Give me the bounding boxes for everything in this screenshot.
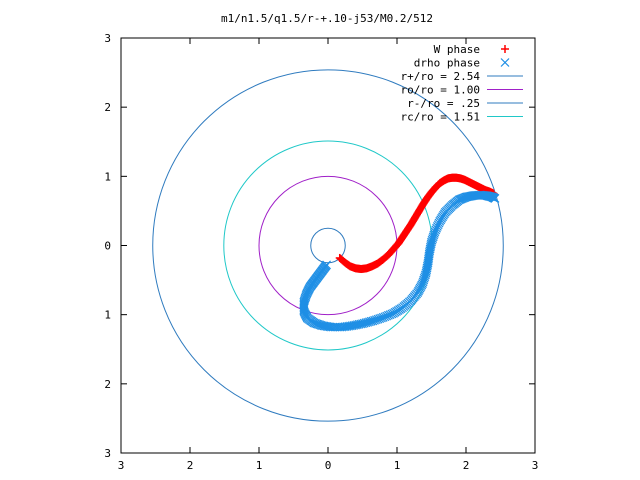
y-tick-label: 2 [104, 378, 111, 391]
drho-phase-point [422, 265, 432, 275]
x-tick-label: 0 [325, 459, 332, 472]
drho-phase-point [354, 319, 364, 329]
drho-phase-point [426, 242, 435, 252]
drho-phase-point [426, 239, 436, 249]
y-tick-label: 3 [104, 32, 111, 45]
drho-phase-point [421, 267, 431, 276]
drho-phase-point [425, 247, 434, 257]
drho-phase-point [425, 244, 435, 254]
legend-marker-b [500, 58, 510, 67]
drho-phase-point [421, 268, 431, 278]
legend-label: ro/ro = 1.00 [401, 84, 480, 97]
drho-phase-point [356, 319, 366, 329]
x-tick-label: 1 [394, 459, 401, 472]
drho-phase-point [361, 318, 371, 328]
legend-label: W phase [434, 43, 480, 56]
x-tick-label: 1 [256, 459, 263, 472]
y-tick-label: 1 [104, 170, 111, 183]
drho-phase-point [420, 270, 430, 280]
legend-label: r-/ro = .25 [407, 97, 480, 110]
x-tick-label: 3 [532, 459, 539, 472]
x-tick-label: 2 [463, 459, 470, 472]
y-tick-label: 1 [104, 309, 111, 322]
legend-label: drho phase [414, 57, 480, 70]
data-points [299, 173, 500, 332]
drho-phase-point [349, 320, 359, 330]
drho-phase-point [422, 263, 432, 273]
drho-phase-point [426, 241, 436, 250]
x-tick-label: 3 [118, 459, 125, 472]
legend-label: r+/ro = 2.54 [401, 70, 481, 83]
drho-phase-point [364, 317, 374, 327]
drho-phase-point [425, 246, 435, 256]
drho-phase-point [347, 321, 357, 331]
drho-phase-point [352, 320, 362, 330]
drho-phase-point [351, 320, 361, 330]
drho-phase-point [359, 318, 369, 328]
x-tick-label: 2 [187, 459, 194, 472]
y-tick-label: 2 [104, 101, 111, 114]
legend-label: rc/ro = 1.51 [401, 111, 480, 124]
circle-series [152, 69, 504, 422]
circle-series [223, 140, 433, 351]
drho-phase-point [358, 319, 367, 329]
y-tick-label: 0 [104, 240, 111, 253]
drho-phase-point [490, 194, 500, 203]
circle-series [258, 175, 398, 316]
y-tick-label: 3 [104, 447, 111, 460]
chart-title: m1/n1.5/q1.5/r-+.10-j53/M0.2/512 [221, 12, 433, 25]
drho-phase-point [363, 317, 373, 327]
